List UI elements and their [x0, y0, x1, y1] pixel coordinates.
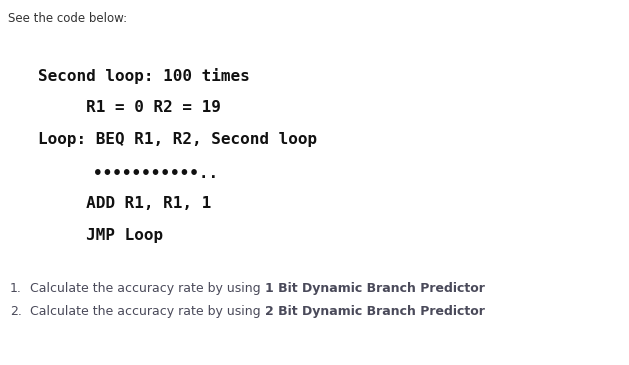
Text: Calculate the accuracy rate by using: Calculate the accuracy rate by using: [30, 282, 265, 295]
Text: Calculate the accuracy rate by using: Calculate the accuracy rate by using: [30, 305, 265, 318]
Text: ADD R1, R1, 1: ADD R1, R1, 1: [38, 196, 211, 211]
Text: 1 Bit Dynamic Branch Predictor: 1 Bit Dynamic Branch Predictor: [265, 282, 484, 295]
Text: JMP Loop: JMP Loop: [38, 228, 163, 243]
Text: R1 = 0 R2 = 19: R1 = 0 R2 = 19: [38, 100, 221, 115]
Text: 2 Bit Dynamic Branch Predictor: 2 Bit Dynamic Branch Predictor: [265, 305, 484, 318]
Text: 1.: 1.: [10, 282, 22, 295]
Text: Second loop: 100 times: Second loop: 100 times: [38, 68, 250, 84]
Text: See the code below:: See the code below:: [8, 12, 127, 25]
Text: •••••••••••..: •••••••••••..: [93, 166, 218, 181]
Text: 2.: 2.: [10, 305, 22, 318]
Text: Loop: BEQ R1, R2, Second loop: Loop: BEQ R1, R2, Second loop: [38, 132, 317, 147]
